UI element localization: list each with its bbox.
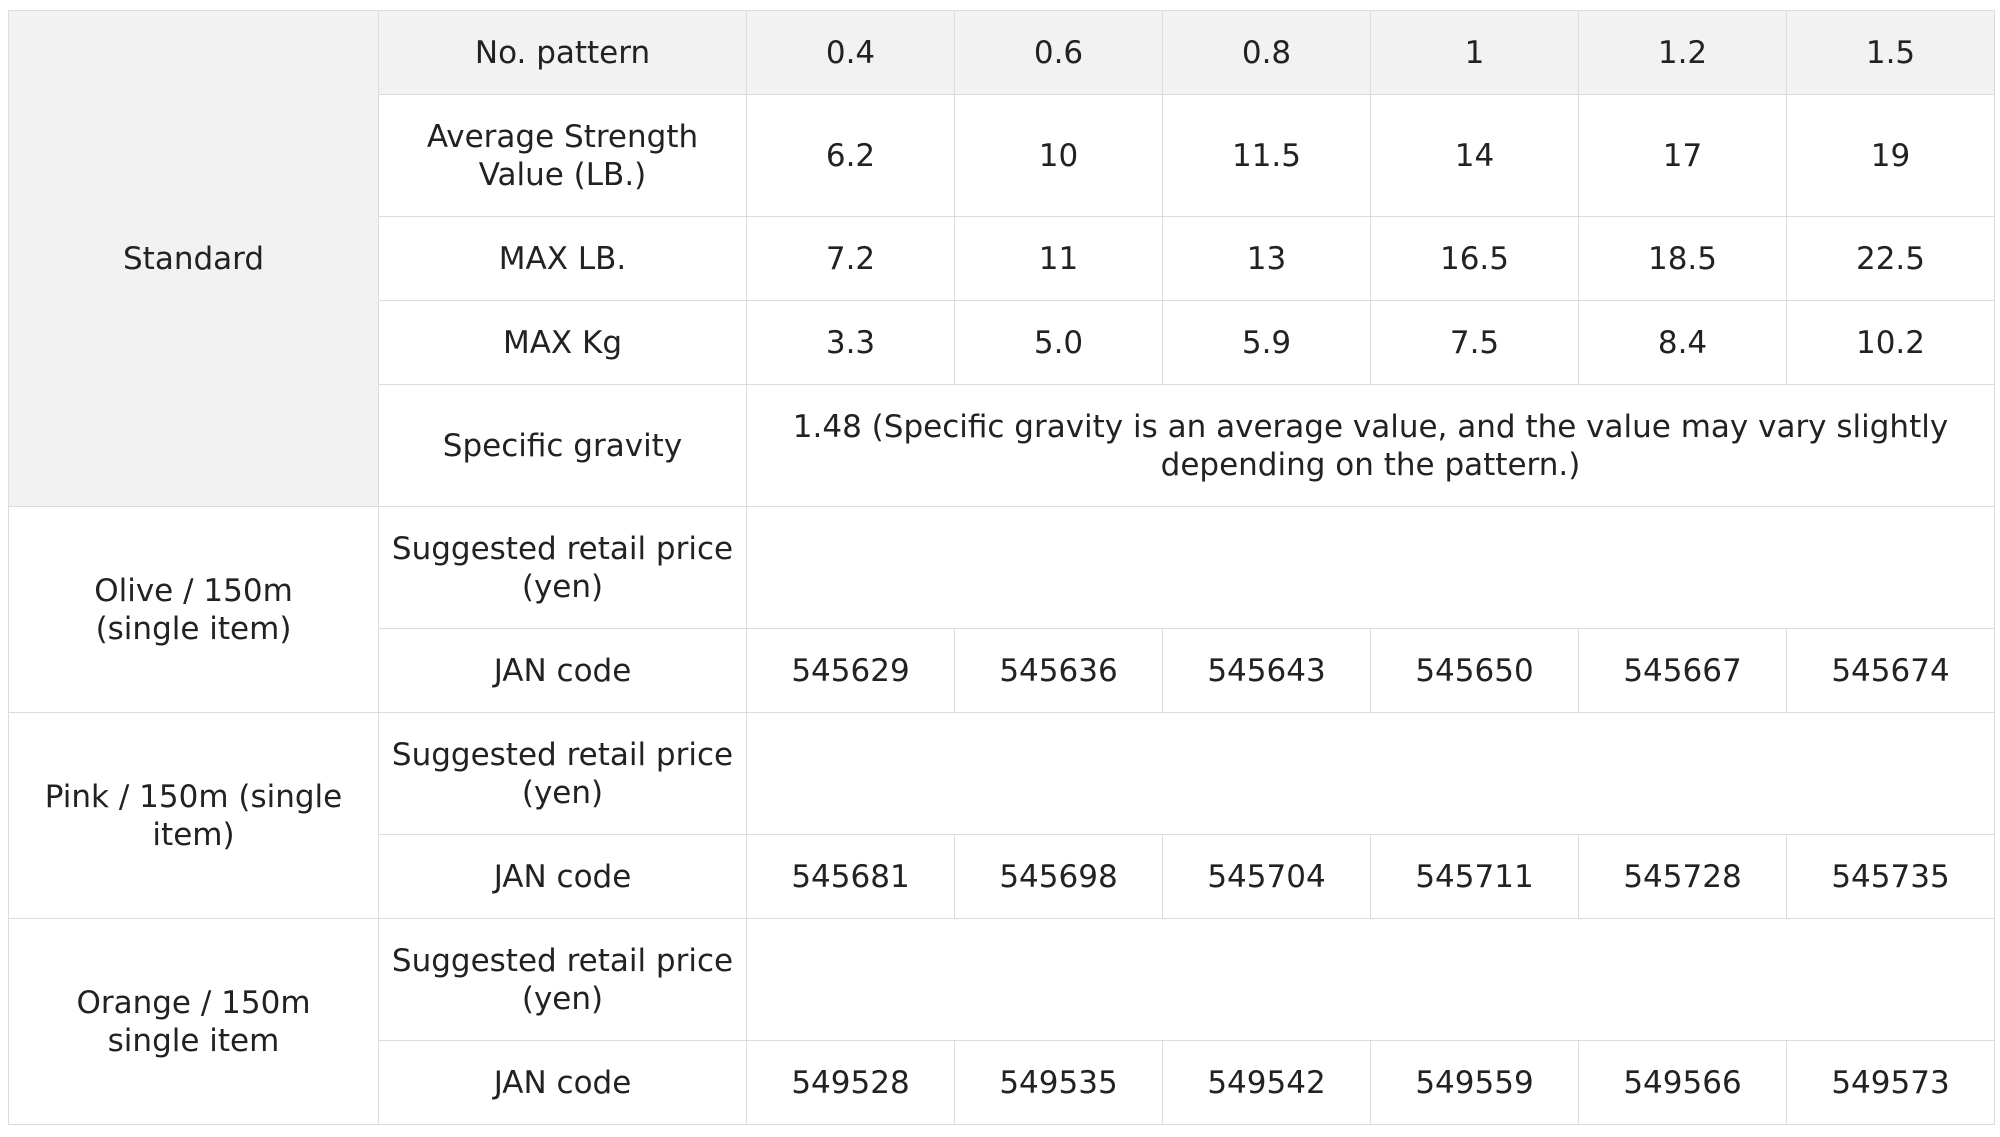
table-cell: 5.0: [954, 300, 1163, 385]
row-label-jan: JAN code: [378, 834, 747, 919]
row-label-pattern: No. pattern: [378, 10, 747, 95]
price-cell: [746, 712, 1995, 835]
table-cell: 545735: [1786, 834, 1995, 919]
table-cell: 11: [954, 216, 1163, 301]
table-cell: 549528: [746, 1040, 955, 1125]
group-label-pink: Pink / 150m (single item): [8, 712, 379, 919]
table-cell: 545667: [1578, 628, 1787, 713]
table-row: JAN code 545681 545698 545704 545711 545…: [9, 834, 1995, 919]
table-cell: 7.2: [746, 216, 955, 301]
table-cell: 3.3: [746, 300, 955, 385]
price-cell: [746, 506, 1995, 629]
table-cell: 545698: [954, 834, 1163, 919]
table-cell: 19: [1786, 94, 1995, 217]
table-cell: 545704: [1162, 834, 1371, 919]
row-label-avg-strength: Average Strength Value (LB.): [378, 94, 747, 217]
pattern-header: 0.4: [746, 10, 955, 95]
price-cell: [746, 918, 1995, 1041]
specific-gravity-value: 1.48 (Specific gravity is an average val…: [746, 384, 1995, 507]
table-row: JAN code 549528 549535 549542 549559 549…: [9, 1040, 1995, 1125]
row-label-max-kg: MAX Kg: [378, 300, 747, 385]
table-cell: 545711: [1370, 834, 1579, 919]
table-cell: 8.4: [1578, 300, 1787, 385]
table-row: Olive / 150m (single item) Suggested ret…: [8, 506, 1995, 713]
table-cell: 545650: [1370, 628, 1579, 713]
table-cell: 17: [1578, 94, 1787, 217]
table-cell: 545636: [954, 628, 1163, 713]
pattern-header: 0.8: [1162, 10, 1371, 95]
row-label-price: Suggested retail price (yen): [378, 506, 747, 629]
spec-table: Standard No. pattern 0.4 0.6 0.8 1 1.2 1…: [8, 10, 1995, 1125]
table-row: Pink / 150m (single item) Suggested reta…: [8, 712, 1995, 919]
table-cell: 18.5: [1578, 216, 1787, 301]
table-cell: 545728: [1578, 834, 1787, 919]
row-label-jan: JAN code: [378, 1040, 747, 1125]
group-label-orange: Orange / 150m single item: [8, 918, 379, 1125]
table-cell: 549559: [1370, 1040, 1579, 1125]
table-cell: 545643: [1162, 628, 1371, 713]
table-cell: 22.5: [1786, 216, 1995, 301]
table-row: MAX LB. 7.2 11 13 16.5 18.5 22.5: [9, 216, 1995, 301]
row-label-price: Suggested retail price (yen): [378, 918, 747, 1041]
table-cell: 549542: [1162, 1040, 1371, 1125]
row-label-max-lb: MAX LB.: [378, 216, 747, 301]
table-cell: 545629: [746, 628, 955, 713]
table-cell: 11.5: [1162, 94, 1371, 217]
table-row: Standard No. pattern 0.4 0.6 0.8 1 1.2 1…: [8, 10, 1995, 507]
pattern-header: 1.2: [1578, 10, 1787, 95]
group-label-standard: Standard: [8, 10, 379, 507]
table-cell: 545674: [1786, 628, 1995, 713]
table-cell: 13: [1162, 216, 1371, 301]
table-row: Specific gravity 1.48 (Specific gravity …: [9, 384, 1995, 507]
row-label-jan: JAN code: [378, 628, 747, 713]
table-row: Average Strength Value (LB.) 6.2 10 11.5…: [9, 94, 1995, 217]
table-row: Orange / 150m single item Suggested reta…: [8, 918, 1995, 1125]
row-label-specific-gravity: Specific gravity: [378, 384, 747, 507]
row-label-price: Suggested retail price (yen): [378, 712, 747, 835]
table-cell: 16.5: [1370, 216, 1579, 301]
pattern-header: 1.5: [1786, 10, 1995, 95]
table-cell: 5.9: [1162, 300, 1371, 385]
group-label-olive: Olive / 150m (single item): [8, 506, 379, 713]
table-cell: 549573: [1786, 1040, 1995, 1125]
table-cell: 6.2: [746, 94, 955, 217]
table-cell: 7.5: [1370, 300, 1579, 385]
table-cell: 10: [954, 94, 1163, 217]
pattern-header: 0.6: [954, 10, 1163, 95]
table-cell: 549535: [954, 1040, 1163, 1125]
table-cell: 545681: [746, 834, 955, 919]
pattern-header: 1: [1370, 10, 1579, 95]
table-cell: 10.2: [1786, 300, 1995, 385]
table-cell: 549566: [1578, 1040, 1787, 1125]
table-row: MAX Kg 3.3 5.0 5.9 7.5 8.4 10.2: [9, 300, 1995, 385]
table-cell: 14: [1370, 94, 1579, 217]
